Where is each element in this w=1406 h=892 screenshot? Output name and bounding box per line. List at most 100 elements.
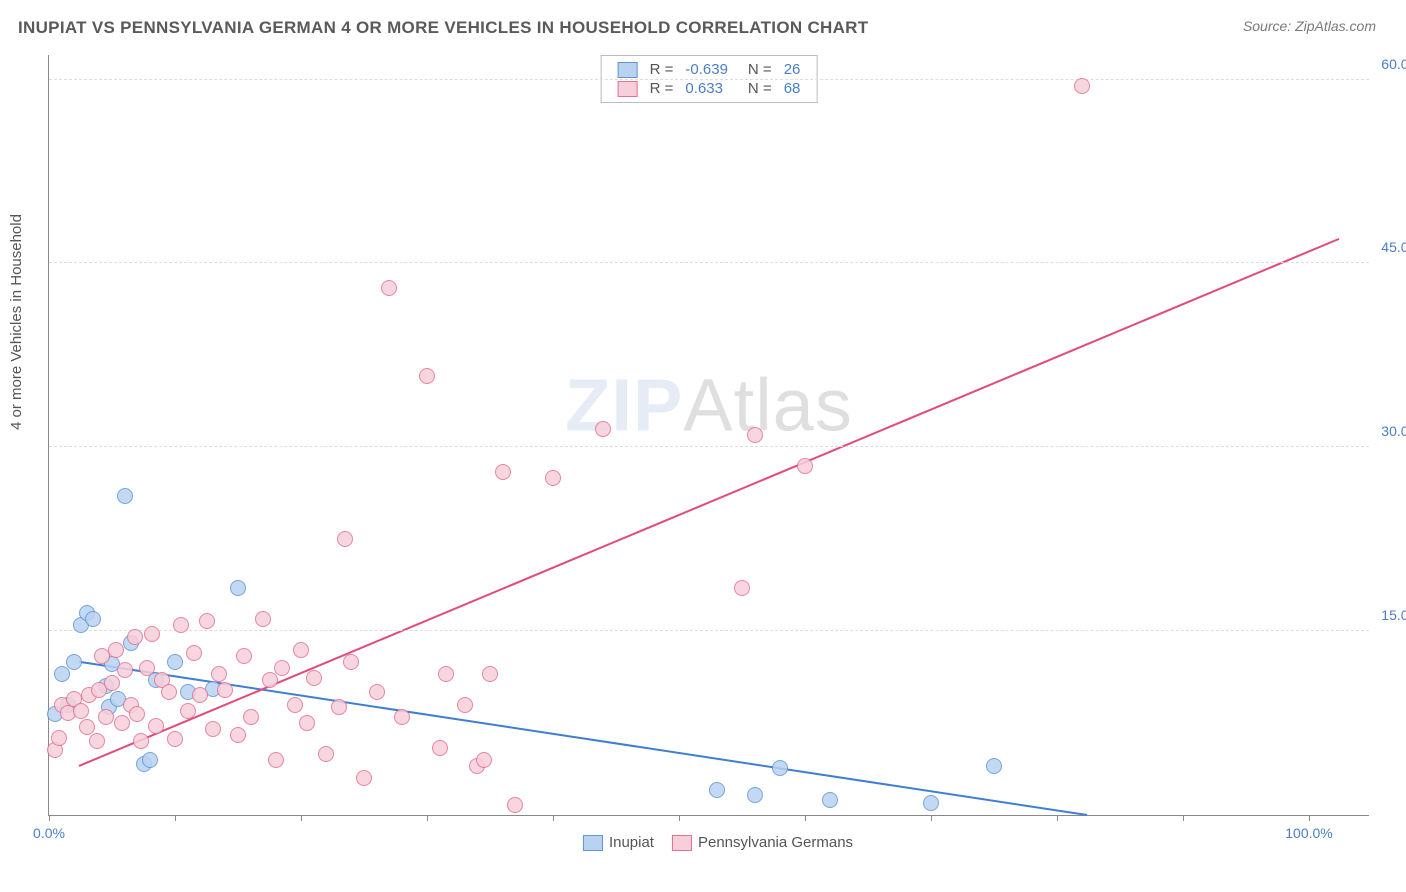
scatter-point (595, 421, 611, 437)
scatter-point (161, 684, 177, 700)
scatter-point (545, 470, 561, 486)
scatter-point (199, 613, 215, 629)
x-tick (553, 815, 554, 821)
scatter-point (331, 699, 347, 715)
legend-r-value: -0.639 (679, 60, 734, 79)
scatter-point (299, 715, 315, 731)
scatter-point (167, 654, 183, 670)
scatter-point (394, 709, 410, 725)
scatter-point (133, 733, 149, 749)
scatter-point (438, 666, 454, 682)
scatter-point (117, 662, 133, 678)
scatter-point (923, 795, 939, 811)
scatter-point (108, 642, 124, 658)
scatter-point (98, 709, 114, 725)
x-tick (427, 815, 428, 821)
scatter-point (73, 703, 89, 719)
scatter-point (293, 642, 309, 658)
x-tick (931, 815, 932, 821)
gridline (49, 446, 1369, 447)
scatter-point (205, 721, 221, 737)
scatter-point (144, 626, 160, 642)
y-tick-label: 15.0% (1381, 607, 1406, 623)
scatter-point (173, 617, 189, 633)
scatter-point (495, 464, 511, 480)
chart-title: INUPIAT VS PENNSYLVANIA GERMAN 4 OR MORE… (18, 18, 868, 38)
legend-label: Inupiat (609, 834, 654, 851)
scatter-point (117, 488, 133, 504)
scatter-point (274, 660, 290, 676)
scatter-point (306, 670, 322, 686)
legend-swatch (583, 835, 603, 851)
scatter-point (822, 792, 838, 808)
x-tick (175, 815, 176, 821)
scatter-point (51, 730, 67, 746)
scatter-point (217, 682, 233, 698)
scatter-point (94, 648, 110, 664)
scatter-point (356, 770, 372, 786)
x-tick-label: 0.0% (33, 825, 65, 841)
x-tick (805, 815, 806, 821)
scatter-point (79, 719, 95, 735)
x-tick-label: 100.0% (1285, 825, 1332, 841)
legend-r-label: R = (644, 60, 680, 79)
scatter-point (432, 740, 448, 756)
scatter-point (89, 733, 105, 749)
scatter-point (192, 687, 208, 703)
legend-n-label: N = (734, 79, 778, 98)
chart-area: ZIPAtlas R =-0.639N =26R =0.633N =68 Inu… (48, 55, 1369, 816)
scatter-point (167, 731, 183, 747)
scatter-point (476, 752, 492, 768)
source-label: Source: ZipAtlas.com (1243, 18, 1376, 38)
scatter-point (337, 531, 353, 547)
scatter-point (211, 666, 227, 682)
scatter-point (747, 427, 763, 443)
x-tick (1057, 815, 1058, 821)
scatter-point (186, 645, 202, 661)
x-tick (301, 815, 302, 821)
scatter-point (381, 280, 397, 296)
legend-r-value: 0.633 (679, 79, 734, 98)
scatter-point (114, 715, 130, 731)
y-axis-label: 4 or more Vehicles in Household (8, 214, 25, 430)
legend-swatch (672, 835, 692, 851)
gridline (49, 262, 1369, 263)
legend-row: R =0.633N =68 (612, 79, 807, 98)
x-tick (1183, 815, 1184, 821)
legend-r-label: R = (644, 79, 680, 98)
y-tick-label: 30.0% (1381, 423, 1406, 439)
x-tick (49, 815, 50, 821)
scatter-point (104, 675, 120, 691)
scatter-point (369, 684, 385, 700)
gridline (49, 79, 1369, 80)
scatter-point (287, 697, 303, 713)
scatter-point (262, 672, 278, 688)
legend-n-value: 26 (778, 60, 807, 79)
scatter-point (1074, 78, 1090, 94)
scatter-point (66, 654, 82, 670)
scatter-point (85, 611, 101, 627)
legend-swatch (618, 81, 638, 97)
header: INUPIAT VS PENNSYLVANIA GERMAN 4 OR MORE… (0, 0, 1406, 46)
scatter-point (343, 654, 359, 670)
scatter-point (127, 629, 143, 645)
scatter-point (54, 666, 70, 682)
scatter-point (419, 368, 435, 384)
scatter-point (482, 666, 498, 682)
legend-swatch (618, 62, 638, 78)
scatter-point (772, 760, 788, 776)
scatter-point (709, 782, 725, 798)
scatter-point (318, 746, 334, 762)
legend-n-value: 68 (778, 79, 807, 98)
legend-n-label: N = (734, 60, 778, 79)
scatter-point (139, 660, 155, 676)
legend-label: Pennsylvania Germans (698, 834, 853, 851)
scatter-point (255, 611, 271, 627)
scatter-point (230, 727, 246, 743)
trend-lines (49, 55, 1369, 815)
scatter-point (457, 697, 473, 713)
x-tick (679, 815, 680, 821)
scatter-point (142, 752, 158, 768)
legend-series: Inupiat Pennsylvania Germans (565, 834, 853, 851)
scatter-point (268, 752, 284, 768)
